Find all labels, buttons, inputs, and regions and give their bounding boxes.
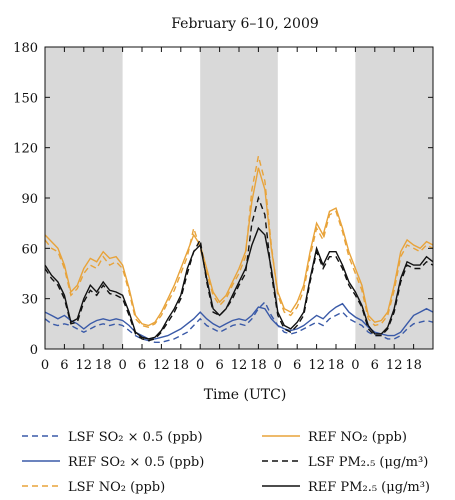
legend-label-2: LSF NO₂ (ppb)	[68, 480, 165, 495]
y-tick-label-5: 150	[13, 91, 38, 106]
series-line-5	[44, 226, 434, 340]
series-line-0	[44, 300, 434, 343]
x-tick-label-13: 6	[293, 358, 301, 373]
legend-label-0: LSF SO₂ × 0.5 (ppb)	[68, 430, 203, 445]
x-tick-label-17: 6	[371, 358, 379, 373]
legend: LSF SO₂ × 0.5 (ppb) REF NO₂ (ppb) REF SO₂ …	[22, 430, 430, 495]
y-tick-label-2: 60	[21, 242, 38, 257]
shaded-band-2	[355, 47, 433, 349]
x-tick-label-9: 6	[215, 358, 223, 373]
x-tick-label-6: 12	[153, 358, 170, 373]
legend-label-5: REF PM₂.₅ (μg/m³)	[308, 480, 430, 495]
x-tick-label-3: 18	[95, 358, 112, 373]
y-tick-label-0: 0	[30, 343, 38, 358]
legend-label-3: REF NO₂ (ppb)	[308, 430, 407, 445]
x-axis: 0 6 12 18 0 6 12 18 0 6 12 18 0 6 12 18 0 6 12 18	[41, 47, 422, 373]
x-tick-label-5: 6	[138, 358, 146, 373]
legend-label-1: REF SO₂ × 0.5 (ppb)	[68, 455, 204, 470]
y-tick-label-4: 120	[13, 142, 38, 157]
y-tick-label-6: 180	[13, 41, 38, 56]
x-tick-label-1: 6	[60, 358, 68, 373]
x-tick-label-18: 12	[386, 358, 403, 373]
y-tick-label-1: 30	[21, 293, 38, 308]
x-tick-label-16: 0	[351, 358, 359, 373]
y-tick-label-3: 90	[21, 192, 38, 207]
x-axis-label: Time (UTC)	[204, 387, 287, 403]
x-tick-label-8: 0	[196, 358, 204, 373]
x-tick-label-19: 18	[405, 358, 422, 373]
plot-area	[44, 46, 434, 350]
shaded-band-0	[45, 47, 123, 349]
x-tick-label-14: 12	[308, 358, 325, 373]
x-tick-label-0: 0	[41, 358, 49, 373]
series-line-2	[44, 155, 434, 328]
x-tick-label-11: 18	[250, 358, 267, 373]
chart-title: February 6–10, 2009	[171, 16, 319, 32]
x-tick-label-12: 0	[274, 358, 282, 373]
y-axis: 0 30 60 90 120 150 180	[13, 41, 433, 358]
shaded-band-1	[200, 47, 278, 349]
x-tick-label-4: 0	[118, 358, 126, 373]
x-tick-label-7: 18	[173, 358, 190, 373]
x-tick-label-2: 12	[76, 358, 93, 373]
legend-label-4: LSF PM₂.₅ (μg/m³)	[308, 455, 428, 470]
x-tick-label-15: 18	[328, 358, 345, 373]
series-line-1	[44, 302, 434, 340]
series-line-3	[44, 167, 434, 327]
x-tick-label-10: 12	[231, 358, 248, 373]
series-line-4	[44, 195, 434, 342]
